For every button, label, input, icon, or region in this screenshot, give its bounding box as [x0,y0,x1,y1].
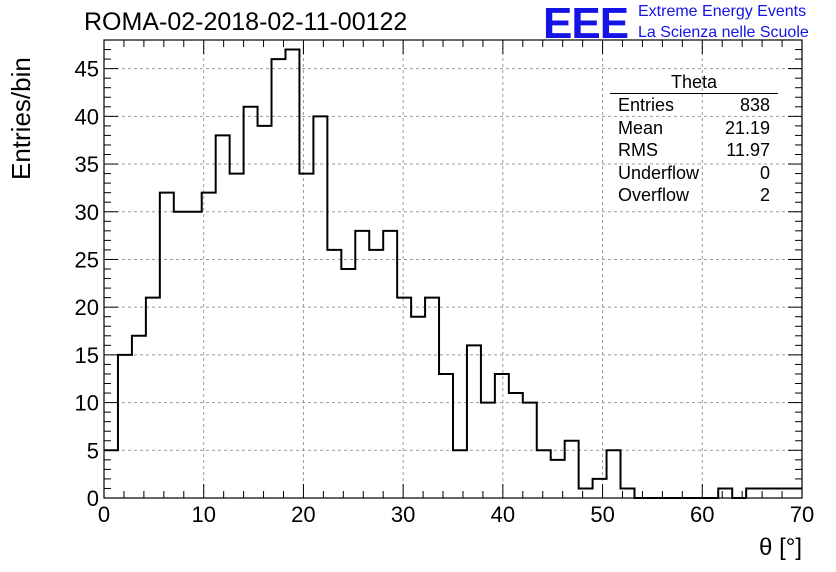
stats-label: Mean [618,117,664,138]
histogram-bin [299,174,313,498]
stats-row-underflow: Underflow 0 [610,162,778,185]
y-tick-label: 20 [75,295,99,320]
histogram-bin [607,450,621,498]
y-tick-label: 40 [75,104,99,129]
stats-label: RMS [618,140,658,160]
histogram-bin [383,231,397,498]
stats-box-title: Theta [610,72,778,94]
histogram-bin [132,336,146,498]
histogram-bin [593,479,607,498]
histogram-bin [230,174,244,498]
histogram-bin [258,126,272,498]
plot-frame [103,39,803,499]
stats-row-entries: Entries 838 [610,94,778,117]
histogram-bin [439,374,453,498]
logo-subtitle-line1: Extreme Energy Events [638,3,807,20]
y-tick-label: 0 [87,486,99,511]
stats-row-overflow: Overflow 2 [610,184,778,207]
x-tick-label: 0 [98,502,110,527]
stats-row-rms: RMS 11.97 [610,139,778,162]
histogram-bin [369,250,383,498]
histogram-bin [272,59,286,498]
histogram-bin [341,269,355,498]
x-tick-label: 70 [790,502,814,527]
stats-value: 21.19 [724,117,770,138]
histogram-bin [425,298,439,498]
stats-value: 0 [759,162,770,183]
x-tick-label: 40 [491,502,515,527]
chart-title: ROMA-02-2018-02-11-00122 [84,8,408,36]
histogram-bin [467,345,481,498]
y-tick-label: 5 [87,438,99,463]
histogram-bin [788,488,802,498]
x-tick-label: 10 [191,502,215,527]
histogram-bin [397,298,411,498]
histogram-bin [774,488,788,498]
histogram-bin [509,393,523,498]
stats-value: 2 [759,185,770,205]
x-tick-label: 50 [590,502,614,527]
histogram-bin [244,107,258,498]
x-tick-label: 60 [690,502,714,527]
histogram-bin [216,135,230,498]
x-tick-label: 30 [391,502,415,527]
histogram-bin [718,488,732,498]
logo-subtitle-line2: La Scienza nelle Scuole [638,24,809,41]
stats-box: Theta Entries 838 Mean 21.19 RMS 11.97 U… [610,72,778,207]
y-tick-label: 10 [75,391,99,416]
histogram-bin [327,250,341,498]
y-tick-label: 35 [75,152,99,177]
stats-label: Underflow [618,162,700,183]
y-axis-label: Entries/bin [6,57,36,180]
histogram-bin [537,450,551,498]
histogram-bin [355,231,369,498]
stats-label: Overflow [618,185,690,205]
histogram-bin [495,374,509,498]
y-tick-label: 45 [75,57,99,82]
y-tick-label: 25 [75,247,99,272]
histogram-bin [174,212,188,498]
histogram-bin [565,441,579,498]
eee-logo: EEE [543,0,629,48]
stats-row-mean: Mean 21.19 [610,117,778,140]
histogram-bin [411,317,425,498]
histogram-bin [104,450,118,498]
histogram-bin [453,450,467,498]
stats-value: 838 [739,95,770,115]
histogram-bin [746,488,760,498]
x-tick-label: 20 [291,502,315,527]
histogram-bin [118,355,132,498]
y-tick-label: 15 [75,343,99,368]
histogram-bin [146,298,160,498]
x-axis-label: θ [°] [759,534,802,561]
y-tick-label: 30 [75,200,99,225]
histogram-bin [160,193,174,498]
histogram-bin [579,488,593,498]
stats-label: Entries [618,95,675,115]
stats-value: 11.97 [726,140,770,160]
